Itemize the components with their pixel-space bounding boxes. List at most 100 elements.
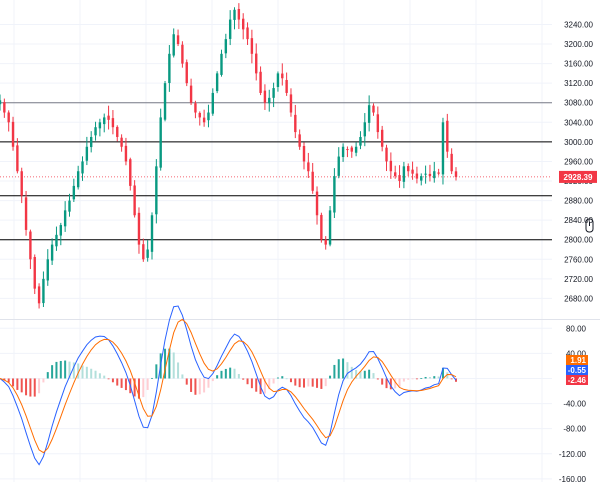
candle-body	[155, 166, 158, 215]
candle	[46, 249, 49, 286]
macd-hist-bar	[355, 369, 358, 379]
candle-body	[94, 127, 97, 136]
macd-hist-bar	[181, 374, 184, 379]
macd-hist-bar	[68, 361, 71, 379]
price-tick-label: 2880.00	[564, 197, 593, 206]
candle-body	[120, 137, 123, 147]
macd-badge-label: 1.91	[570, 356, 586, 365]
candle-body	[394, 172, 397, 177]
candle	[168, 45, 171, 92]
macd-hist-bar	[146, 378, 149, 390]
candle-body	[272, 88, 275, 98]
candle-body	[150, 215, 154, 252]
candle	[311, 162, 314, 194]
candle	[81, 156, 84, 181]
candle	[16, 138, 19, 174]
candle	[285, 72, 288, 96]
candle	[76, 165, 80, 190]
macd-hist-bar	[29, 378, 32, 397]
candle-body	[420, 176, 423, 181]
candle	[315, 186, 319, 225]
macd-hist-bar	[103, 375, 106, 379]
scroll-handle-icon[interactable]	[585, 218, 594, 233]
candle-body	[0, 100, 2, 105]
candle	[7, 110, 10, 132]
candle-body	[76, 171, 80, 188]
macd-hist-bar	[446, 372, 449, 379]
candle-body	[11, 121, 15, 147]
candle-body	[176, 35, 180, 45]
candle	[289, 88, 293, 117]
candle	[3, 98, 6, 118]
price-tick-label: 2800.00	[564, 236, 593, 245]
last-price-label: 2928.39	[564, 173, 593, 182]
candle-body	[259, 71, 262, 93]
candle	[433, 161, 436, 183]
candle	[142, 238, 145, 262]
macd-hist-bar	[381, 378, 384, 385]
candle	[224, 33, 228, 59]
candle	[189, 78, 193, 105]
candle	[72, 178, 76, 202]
macd-hist-bar	[216, 375, 219, 379]
candle-body	[16, 145, 19, 172]
candle	[255, 43, 258, 81]
macd-hist-bar	[333, 364, 336, 379]
candle-body	[385, 147, 388, 162]
candle-body	[237, 8, 241, 20]
macd-hist-bar	[164, 348, 167, 379]
candle-body	[437, 172, 440, 174]
candle-body	[333, 176, 336, 213]
macd-badge-bg	[566, 375, 588, 385]
candle	[454, 167, 458, 181]
candle	[107, 105, 110, 130]
candle-body	[172, 34, 175, 56]
candle	[394, 165, 397, 179]
macd-hist-bar	[20, 378, 23, 393]
macd-hist-bar	[46, 372, 49, 379]
macd-tick-label: 80.00	[566, 324, 587, 333]
candle	[124, 137, 128, 166]
candle	[333, 168, 336, 219]
candle-body	[59, 225, 62, 236]
macd-hist-bar	[124, 378, 127, 391]
candle	[150, 212, 154, 260]
candle-body	[441, 122, 445, 175]
macd-tick-label: -40.00	[563, 400, 586, 409]
candle	[24, 190, 28, 236]
candle-body	[246, 27, 249, 40]
candle	[155, 159, 158, 224]
macd-hist-bar	[350, 366, 353, 379]
macd-hist-bar	[203, 378, 206, 393]
candle-body	[268, 97, 271, 104]
signal-line	[0, 318, 457, 454]
candle	[415, 166, 419, 184]
macd-hist-bar	[151, 377, 153, 379]
candle	[228, 10, 232, 46]
macd-hist-bar	[120, 378, 123, 388]
candle	[328, 205, 332, 247]
candle	[211, 88, 214, 116]
candle	[411, 161, 414, 180]
candle-body	[389, 160, 393, 172]
macd-hist-bar	[94, 370, 97, 379]
macd-line	[0, 305, 457, 466]
macd-hist-bar	[242, 378, 245, 380]
candle-body	[211, 92, 214, 114]
macd-hist-bar	[25, 378, 28, 396]
candle	[59, 222, 62, 246]
macd-hist-bar	[64, 360, 67, 379]
macd-hist-bar	[433, 376, 436, 379]
candle	[181, 41, 184, 68]
macd-hist-bar	[194, 378, 197, 395]
candle-body	[146, 249, 149, 258]
candle	[220, 49, 223, 77]
price-tick-label: 2680.00	[564, 294, 593, 303]
candle-body	[103, 117, 106, 125]
candle	[242, 13, 245, 40]
macd-hist-bar	[372, 373, 375, 379]
candle-body	[285, 79, 288, 93]
candle-body	[311, 171, 314, 191]
candle	[298, 129, 301, 150]
